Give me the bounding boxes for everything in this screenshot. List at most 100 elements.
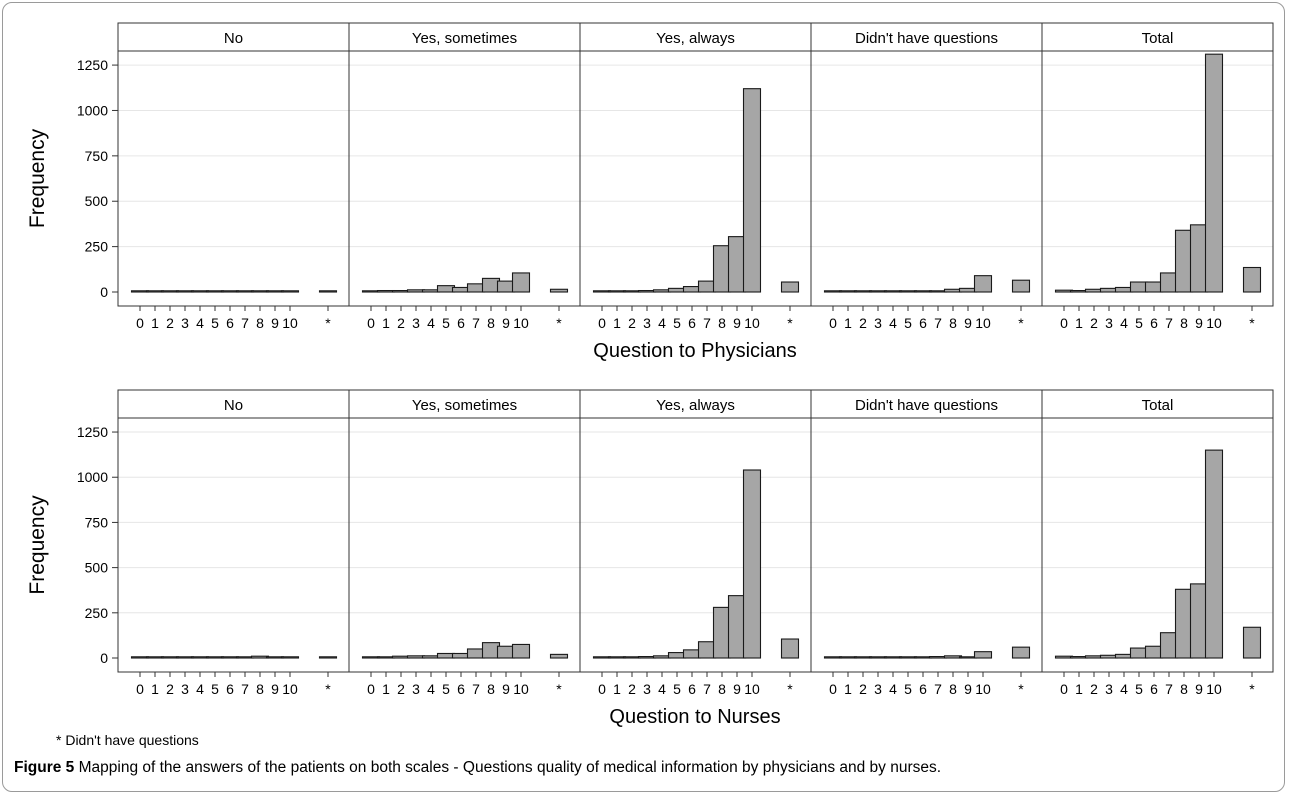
- x-tick-label: 4: [427, 681, 435, 697]
- panel-2: Yes, sometimes 0 1 2 3 4 5 6 7 8 9 10 *: [348, 389, 581, 697]
- bar: [1069, 656, 1089, 659]
- bar: [175, 656, 195, 659]
- bar: [160, 290, 180, 293]
- bar: [190, 656, 210, 659]
- x-tick-label: 5: [673, 315, 681, 331]
- bar: [511, 272, 531, 293]
- x-tick-label: 8: [1180, 315, 1188, 331]
- x-tick-label: 1: [1075, 681, 1083, 697]
- x-tick-label: 10: [513, 315, 529, 331]
- x-tick-label: 2: [1090, 315, 1098, 331]
- panel-title: Yes, sometimes: [412, 397, 517, 414]
- y-tick-label: 0: [100, 284, 108, 300]
- bar: [205, 290, 225, 293]
- bar: [318, 656, 338, 659]
- x-tick-label: *: [787, 315, 793, 331]
- y-axis-title: Frequency: [26, 128, 49, 228]
- bar: [1189, 583, 1209, 659]
- panel-border: [579, 50, 812, 307]
- x-tick-label: 8: [256, 681, 264, 697]
- x-tick-label: *: [1018, 681, 1024, 697]
- x-tick-label: 4: [889, 315, 897, 331]
- x-tick-label: 9: [964, 681, 972, 697]
- x-tick-label: 6: [457, 681, 465, 697]
- x-tick-label: 7: [472, 681, 480, 697]
- x-tick-label: 5: [1135, 315, 1143, 331]
- x-tick-label: 6: [226, 681, 234, 697]
- x-tick-label: 8: [256, 315, 264, 331]
- panel-title: No: [224, 397, 243, 414]
- panel-4: Didn't have questions 0 1 2 3 4 5 6 7 8 9 10 *: [810, 389, 1043, 697]
- bar: [973, 651, 993, 659]
- x-tick-label: 3: [412, 315, 420, 331]
- x-tick-label: 6: [688, 681, 696, 697]
- panel-border: [810, 50, 1043, 307]
- bar: [1114, 286, 1134, 293]
- panel-title: Yes, always: [656, 397, 735, 414]
- bar: [742, 469, 762, 659]
- bar: [1054, 655, 1074, 659]
- bar: [742, 88, 762, 293]
- caption-text: Mapping of the answers of the patients o…: [78, 759, 942, 776]
- x-tick-label: 6: [919, 681, 927, 697]
- panel-1: No 0 1 2 3 4 5 6 7 8 9 10 *: [117, 389, 350, 697]
- y-tick-label: 500: [85, 193, 109, 209]
- x-tick-label: 7: [1165, 681, 1173, 697]
- x-tick-label: 2: [397, 681, 405, 697]
- x-tick-label: 4: [1120, 681, 1128, 697]
- x-tick-label: 8: [487, 681, 495, 697]
- x-tick-label: 3: [643, 681, 651, 697]
- x-tick-label: 0: [367, 315, 375, 331]
- panel-strip: [579, 22, 812, 52]
- x-tick-label: 0: [1060, 681, 1068, 697]
- x-tick-label: 0: [136, 315, 144, 331]
- x-tick-label: 1: [1075, 315, 1083, 331]
- x-tick-label: 4: [427, 315, 435, 331]
- x-tick-label: 7: [934, 315, 942, 331]
- x-tick-label: 0: [829, 681, 837, 697]
- bar: [1084, 288, 1104, 293]
- x-tick-label: 6: [457, 315, 465, 331]
- bar: [1189, 224, 1209, 293]
- panel-border: [348, 50, 581, 307]
- bar: [160, 656, 180, 659]
- x-tick-label: 9: [964, 315, 972, 331]
- panel-1: No 0 1 2 3 4 5 6 7 8 9 10 *: [117, 22, 350, 331]
- x-tick-label: 2: [397, 315, 405, 331]
- x-tick-label: *: [787, 681, 793, 697]
- footnote: * Didn't have questions: [56, 732, 199, 748]
- x-tick-label: 0: [829, 315, 837, 331]
- bar: [1011, 279, 1031, 293]
- x-tick-label: 3: [1105, 315, 1113, 331]
- bar: [1159, 272, 1179, 293]
- bar: [205, 656, 225, 659]
- x-tick-label: 3: [874, 315, 882, 331]
- panel-strip: [348, 389, 581, 419]
- x-tick-label: 1: [151, 315, 159, 331]
- x-tick-label: 8: [487, 315, 495, 331]
- x-tick-label: 7: [1165, 315, 1173, 331]
- x-tick-label: 5: [211, 315, 219, 331]
- panel-border: [117, 50, 350, 307]
- bar: [1069, 289, 1089, 293]
- panel-5: Total 0 1 2 3 4 5 6 7 8 9 10 *: [1041, 22, 1274, 331]
- x-tick-label: 4: [196, 681, 204, 697]
- y-tick-label: 500: [85, 560, 109, 576]
- bar: [220, 656, 240, 659]
- bar: [1144, 281, 1164, 293]
- bar: [780, 638, 800, 659]
- x-tick-label: 10: [282, 315, 298, 331]
- x-tick-label: 7: [472, 315, 480, 331]
- bar: [235, 290, 255, 293]
- x-tick-label: 10: [513, 681, 529, 697]
- x-tick-label: 0: [1060, 315, 1068, 331]
- x-tick-label: 4: [889, 681, 897, 697]
- x-tick-label: *: [325, 315, 331, 331]
- y-tick-label: 1000: [77, 469, 108, 485]
- x-tick-label: 4: [658, 315, 666, 331]
- x-tick-label: 1: [382, 681, 390, 697]
- x-tick-label: 9: [1195, 315, 1203, 331]
